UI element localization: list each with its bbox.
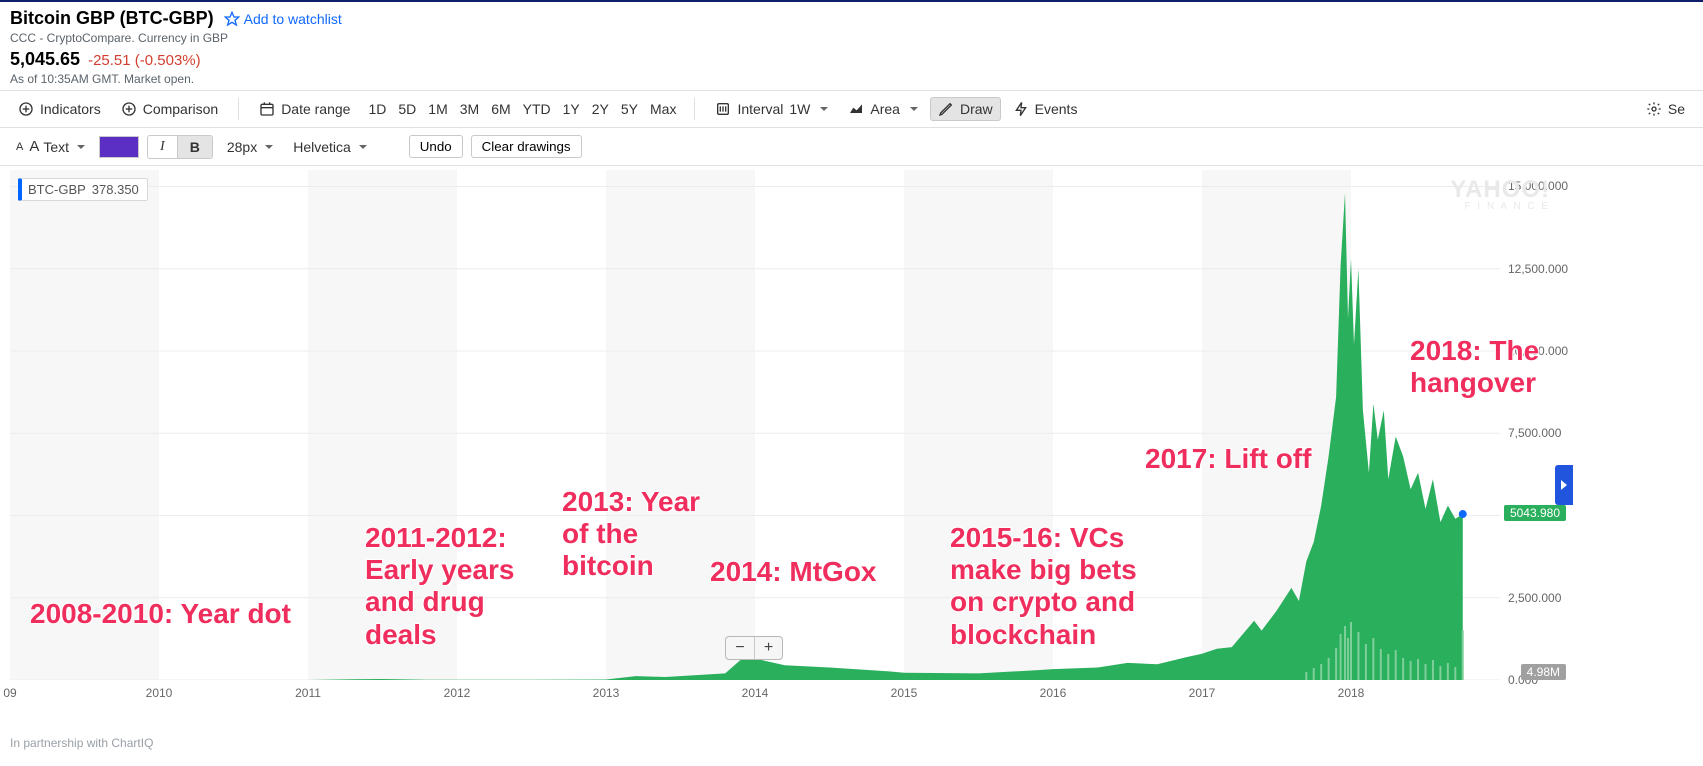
- x-tick-label: 2011: [295, 686, 321, 700]
- range-1y[interactable]: 1Y: [557, 97, 586, 121]
- draw-button[interactable]: Draw: [930, 97, 1001, 121]
- chart-annotation[interactable]: 2008-2010: Year dot: [30, 598, 370, 630]
- date-range-button[interactable]: Date range: [251, 97, 358, 121]
- chart-annotation[interactable]: 2017: Lift off: [1145, 443, 1355, 475]
- x-tick-label: 2015: [891, 686, 918, 700]
- chart-annotation[interactable]: 2018: The hangover: [1410, 335, 1580, 399]
- chart-annotation[interactable]: 2013: Year of the bitcoin: [562, 486, 732, 583]
- volume-tag: 4.98M: [1521, 664, 1566, 680]
- last-price: 5,045.65: [10, 49, 80, 70]
- area-chart-icon: [848, 101, 864, 117]
- zoom-in-button[interactable]: +: [754, 637, 782, 659]
- range-1d[interactable]: 1D: [362, 97, 392, 121]
- x-tick-label: 2014: [742, 686, 769, 700]
- range-5y[interactable]: 5Y: [615, 97, 644, 121]
- range-5d[interactable]: 5D: [392, 97, 422, 121]
- x-tick-label: 2018: [1338, 686, 1365, 700]
- series-badge[interactable]: BTC-GBP 378.350: [18, 178, 148, 201]
- add-to-watchlist[interactable]: Add to watchlist: [224, 11, 342, 27]
- x-tick-label: 2016: [1040, 686, 1067, 700]
- chart-nav-right[interactable]: [1555, 465, 1573, 505]
- indicators-label: Indicators: [40, 101, 101, 117]
- y-tick-label: 12,500.000: [1508, 262, 1568, 276]
- x-tick-label: 2013: [593, 686, 620, 700]
- watchlist-label: Add to watchlist: [244, 11, 342, 27]
- range-2y[interactable]: 2Y: [586, 97, 615, 121]
- italic-button[interactable]: I: [148, 136, 177, 158]
- events-label: Events: [1035, 101, 1078, 117]
- interval-label: Interval: [737, 101, 783, 117]
- x-tick-label: 2012: [444, 686, 471, 700]
- range-ytd[interactable]: YTD: [517, 97, 557, 121]
- range-6m[interactable]: 6M: [485, 97, 516, 121]
- x-tick-label: 2010: [146, 686, 173, 700]
- price-change: -25.51 (-0.503%): [88, 52, 201, 69]
- font-size-dropdown[interactable]: 28px: [221, 135, 279, 159]
- chart-annotation[interactable]: 2011-2012: Early years and drug deals: [365, 522, 565, 651]
- settings-button[interactable]: Se: [1638, 97, 1693, 121]
- style-segment: I B: [147, 135, 213, 159]
- undo-button[interactable]: Undo: [409, 135, 463, 158]
- bold-button[interactable]: B: [177, 136, 212, 158]
- chart-annotation[interactable]: 2014: MtGox: [710, 556, 930, 588]
- text-tool-button[interactable]: AA Text: [10, 134, 91, 159]
- y-tick-label: 7,500.000: [1508, 426, 1561, 440]
- interval-value: 1W: [789, 101, 810, 117]
- draw-toolbar: AA Text I B 28px Helvetica Undo Clear dr…: [0, 128, 1703, 166]
- chevron-right-icon: [1560, 479, 1568, 491]
- font-size-value: 28px: [227, 139, 257, 155]
- interval-icon: [715, 101, 731, 117]
- chart-type-label: Area: [870, 101, 900, 117]
- text-tool-label: Text: [43, 139, 69, 155]
- clear-drawings-button[interactable]: Clear drawings: [471, 135, 582, 158]
- bolt-icon: [1013, 101, 1029, 117]
- calendar-icon: [259, 101, 275, 117]
- chart-type-button[interactable]: Area: [840, 97, 926, 121]
- plus-circle-icon: [121, 101, 137, 117]
- settings-label: Se: [1668, 101, 1685, 117]
- zoom-out-button[interactable]: −: [726, 637, 754, 659]
- symbol-title: Bitcoin GBP (BTC-GBP): [10, 8, 214, 29]
- current-price-tag: 5043.980: [1504, 505, 1566, 521]
- header: Bitcoin GBP (BTC-GBP) Add to watchlist C…: [0, 2, 1703, 90]
- plus-circle-icon: [18, 101, 34, 117]
- color-picker[interactable]: [99, 136, 139, 158]
- asof-line: As of 10:35AM GMT. Market open.: [10, 72, 1693, 86]
- comparison-button[interactable]: Comparison: [113, 97, 226, 121]
- chart-area: BTC-GBP 378.350 YAHOO! F I N A N C E 0.0…: [10, 170, 1570, 730]
- range-max[interactable]: Max: [644, 97, 682, 121]
- pencil-icon: [938, 101, 954, 117]
- x-tick-label: 2017: [1189, 686, 1216, 700]
- chart-annotation[interactable]: 2015-16: VCs make big bets on crypto and…: [950, 522, 1180, 651]
- zoom-control: − +: [725, 636, 783, 660]
- range-3m[interactable]: 3M: [454, 97, 485, 121]
- comparison-label: Comparison: [143, 101, 218, 117]
- gear-icon: [1646, 101, 1662, 117]
- font-family-value: Helvetica: [293, 139, 351, 155]
- events-button[interactable]: Events: [1005, 97, 1086, 121]
- indicators-button[interactable]: Indicators: [10, 97, 109, 121]
- draw-label: Draw: [960, 101, 993, 117]
- footer-attribution: In partnership with ChartIQ: [0, 730, 1703, 756]
- yahoo-watermark: YAHOO! F I N A N C E: [1450, 178, 1550, 212]
- date-range-label: Date range: [281, 101, 350, 117]
- range-1m[interactable]: 1M: [422, 97, 453, 121]
- series-symbol: BTC-GBP: [28, 182, 86, 197]
- interval-button[interactable]: Interval 1W: [707, 97, 836, 121]
- series-value: 378.350: [92, 182, 139, 197]
- x-tick-label: 09: [3, 686, 16, 700]
- source-line: CCC - CryptoCompare. Currency in GBP: [10, 31, 1693, 45]
- y-tick-label: 2,500.000: [1508, 591, 1561, 605]
- font-family-dropdown[interactable]: Helvetica: [287, 135, 373, 159]
- chart-toolbar: Indicators Comparison Date range 1D5D1M3…: [0, 90, 1703, 128]
- star-icon: [224, 11, 240, 27]
